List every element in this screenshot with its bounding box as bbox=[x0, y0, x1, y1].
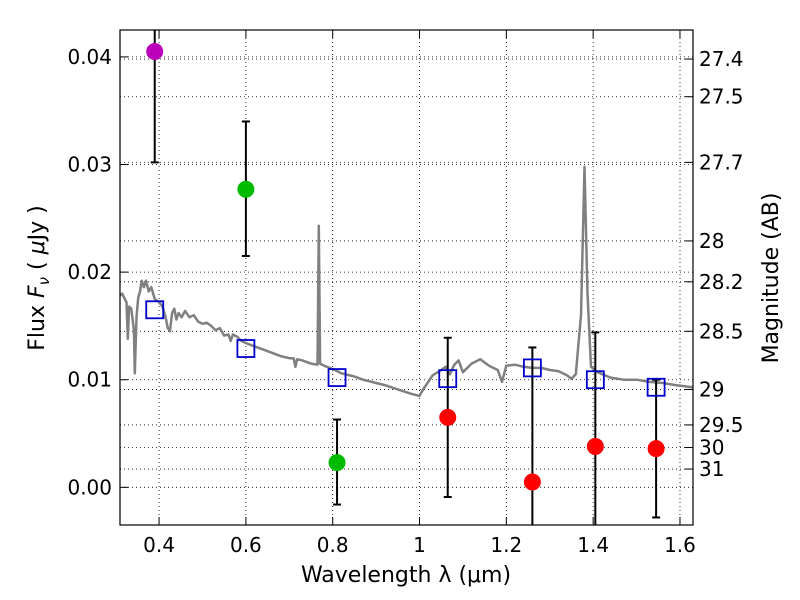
model-band-square bbox=[236, 339, 256, 358]
error-bars bbox=[150, 30, 661, 525]
grid-lines bbox=[120, 30, 693, 525]
x-tick-label: 1 bbox=[413, 533, 426, 557]
x-tick-label: 0.6 bbox=[230, 533, 262, 557]
observed-flux-point bbox=[237, 180, 255, 198]
y-axis-title-mu: μ bbox=[25, 240, 50, 255]
observed-flux-point bbox=[647, 440, 665, 458]
x-tick-label: 1.2 bbox=[490, 533, 522, 557]
y-axis-title-middle: ( bbox=[25, 254, 50, 277]
x-tick-label: 0.8 bbox=[317, 533, 349, 557]
y-axis-ticks: 0.00 0.01 0.02 0.03 0.04 bbox=[67, 45, 128, 499]
magnitude-tick-label: 28.5 bbox=[699, 319, 744, 343]
observed-flux-points bbox=[146, 43, 665, 491]
y-tick-label: 0.00 bbox=[67, 475, 112, 499]
x-axis-title: Wavelength λ (μm) bbox=[301, 563, 511, 588]
x-tick-label: 1.4 bbox=[577, 533, 609, 557]
model-band-square bbox=[522, 358, 542, 378]
y-tick-label: 0.02 bbox=[67, 260, 112, 284]
magnitude-axis-title: Magnitude (AB) bbox=[759, 193, 784, 364]
magnitude-tick-label: 27.5 bbox=[699, 85, 744, 109]
magnitude-tick-label: 28.2 bbox=[699, 270, 744, 294]
model-band-square bbox=[145, 300, 165, 320]
model-band-squares bbox=[145, 300, 666, 397]
x-tick-label: 0.4 bbox=[143, 533, 175, 557]
magnitude-tick-label: 29 bbox=[699, 377, 724, 401]
observed-flux-point bbox=[523, 473, 541, 491]
plot-frame bbox=[119, 29, 694, 526]
observed-flux-point bbox=[328, 454, 346, 472]
x-axis-ticks: 0.4 0.6 0.8 1 1.2 1.4 1.6 bbox=[143, 30, 696, 557]
y-axis-title-unit: Jy ) bbox=[25, 205, 50, 242]
y-tick-label: 0.04 bbox=[67, 45, 112, 69]
model-band-square bbox=[646, 377, 666, 397]
y-tick-label: 0.01 bbox=[67, 368, 112, 392]
model-spectrum-line bbox=[120, 165, 693, 398]
y-axis-title-symbol: F bbox=[25, 285, 50, 298]
y-tick-label: 0.03 bbox=[67, 153, 112, 177]
magnitude-tick-label: 31 bbox=[699, 457, 724, 481]
magnitude-tick-label: 29.5 bbox=[699, 413, 744, 437]
model-band-square bbox=[327, 368, 347, 387]
magnitude-tick-label: 27.7 bbox=[699, 150, 744, 174]
y-axis-title-subscript: ν bbox=[35, 277, 53, 285]
magnitude-grid-lines bbox=[120, 58, 693, 470]
observed-flux-point bbox=[586, 437, 604, 455]
x-tick-label: 1.6 bbox=[664, 533, 696, 557]
magnitude-tick-label: 30 bbox=[699, 436, 724, 460]
model-band-square bbox=[438, 369, 458, 389]
magnitude-tick-label: 28 bbox=[699, 229, 724, 253]
y-axis-title-prefix: Flux bbox=[25, 298, 50, 351]
magnitude-tick-label: 27.4 bbox=[699, 47, 744, 71]
observed-flux-point bbox=[439, 408, 457, 426]
y-axis-title: Flux Fν ( μJy ) bbox=[25, 205, 53, 350]
model-band-square bbox=[585, 370, 605, 390]
observed-flux-point bbox=[146, 43, 164, 61]
